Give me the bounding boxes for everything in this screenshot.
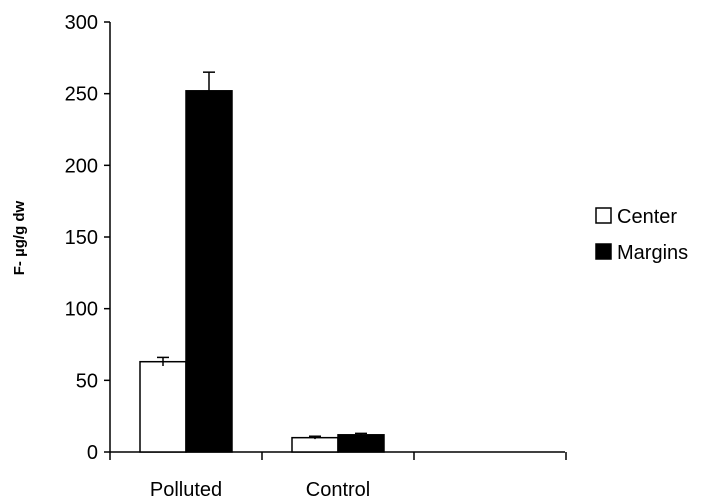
y-tick-label: 50	[76, 370, 98, 392]
bar-margins-control	[337, 434, 385, 453]
y-tick-label: 200	[65, 155, 98, 177]
x-tick-label: Polluted	[150, 479, 222, 499]
y-tick-label: 250	[65, 84, 98, 106]
legend-swatch-center	[595, 207, 612, 224]
y-tick-label: 100	[65, 299, 98, 321]
y-tick-label: 150	[65, 227, 98, 249]
y-tick-label: 0	[87, 442, 98, 464]
y-axis-label: F- µg/g dw	[11, 200, 28, 275]
bar-center-polluted	[139, 360, 187, 453]
bars	[139, 71, 385, 453]
legend-label-center: Center	[617, 206, 677, 228]
x-tick-label: Control	[306, 479, 370, 499]
legend-label-margins: Margins	[617, 242, 688, 264]
axes: 0 50 100 150 200 250 300 Polluted Control	[65, 12, 567, 499]
y-tick-label: 300	[65, 12, 98, 34]
bar-margins-polluted	[185, 90, 233, 453]
legend: Center Margins	[595, 206, 688, 264]
bar-center-control	[291, 436, 339, 453]
legend-swatch-margins	[595, 243, 612, 260]
